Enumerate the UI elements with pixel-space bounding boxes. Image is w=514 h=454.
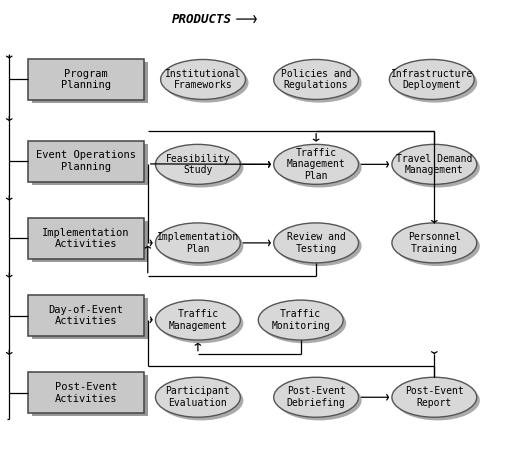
Ellipse shape xyxy=(395,226,480,266)
FancyBboxPatch shape xyxy=(28,295,144,336)
FancyBboxPatch shape xyxy=(28,59,144,100)
FancyBboxPatch shape xyxy=(28,218,144,259)
Text: Implementation
Activities: Implementation Activities xyxy=(42,227,130,249)
Text: Policies and
Regulations: Policies and Regulations xyxy=(281,69,352,90)
Text: Post-Event
Debriefing: Post-Event Debriefing xyxy=(287,386,345,408)
Text: Day-of-Event
Activities: Day-of-Event Activities xyxy=(49,305,123,326)
FancyBboxPatch shape xyxy=(32,62,148,103)
Text: Personnel
Training: Personnel Training xyxy=(408,232,461,254)
FancyBboxPatch shape xyxy=(32,144,148,185)
Ellipse shape xyxy=(156,377,241,417)
Ellipse shape xyxy=(274,377,359,417)
FancyBboxPatch shape xyxy=(32,221,148,262)
FancyBboxPatch shape xyxy=(28,372,144,413)
Text: Post-Event
Activities: Post-Event Activities xyxy=(55,382,117,404)
Ellipse shape xyxy=(393,63,478,103)
Text: Traffic
Monitoring: Traffic Monitoring xyxy=(271,309,330,331)
Ellipse shape xyxy=(159,226,244,266)
Ellipse shape xyxy=(156,300,241,340)
Ellipse shape xyxy=(395,148,480,188)
Ellipse shape xyxy=(159,148,244,188)
Text: Travel Demand
Management: Travel Demand Management xyxy=(396,153,472,175)
Ellipse shape xyxy=(392,377,477,417)
FancyBboxPatch shape xyxy=(28,141,144,182)
Text: PRODUCTS: PRODUCTS xyxy=(172,13,232,25)
FancyBboxPatch shape xyxy=(32,375,148,416)
Ellipse shape xyxy=(392,144,477,184)
FancyBboxPatch shape xyxy=(32,298,148,339)
Ellipse shape xyxy=(277,226,362,266)
Text: Program
Planning: Program Planning xyxy=(61,69,111,90)
Text: Event Operations
Planning: Event Operations Planning xyxy=(36,150,136,172)
Text: Traffic
Management: Traffic Management xyxy=(169,309,227,331)
Text: Traffic
Management
Plan: Traffic Management Plan xyxy=(287,148,345,181)
Text: Implementation
Plan: Implementation Plan xyxy=(157,232,239,254)
Ellipse shape xyxy=(277,380,362,420)
Text: Feasibility
Study: Feasibility Study xyxy=(166,153,230,175)
Text: Participant
Evaluation: Participant Evaluation xyxy=(166,386,230,408)
Ellipse shape xyxy=(390,59,474,99)
Ellipse shape xyxy=(258,300,343,340)
Ellipse shape xyxy=(274,223,359,263)
Ellipse shape xyxy=(395,380,480,420)
Text: Post-Event
Report: Post-Event Report xyxy=(405,386,464,408)
Ellipse shape xyxy=(163,63,249,103)
Ellipse shape xyxy=(159,303,244,343)
Text: Infrastructure
Deployment: Infrastructure Deployment xyxy=(391,69,473,90)
Ellipse shape xyxy=(274,144,359,184)
Ellipse shape xyxy=(159,380,244,420)
Ellipse shape xyxy=(156,223,241,263)
Text: Review and
Testing: Review and Testing xyxy=(287,232,345,254)
Ellipse shape xyxy=(262,303,346,343)
Ellipse shape xyxy=(392,223,477,263)
Ellipse shape xyxy=(277,148,362,188)
Ellipse shape xyxy=(274,59,359,99)
Ellipse shape xyxy=(277,63,362,103)
Text: Institutional
Frameworks: Institutional Frameworks xyxy=(165,69,241,90)
Ellipse shape xyxy=(160,59,246,99)
Ellipse shape xyxy=(156,144,241,184)
